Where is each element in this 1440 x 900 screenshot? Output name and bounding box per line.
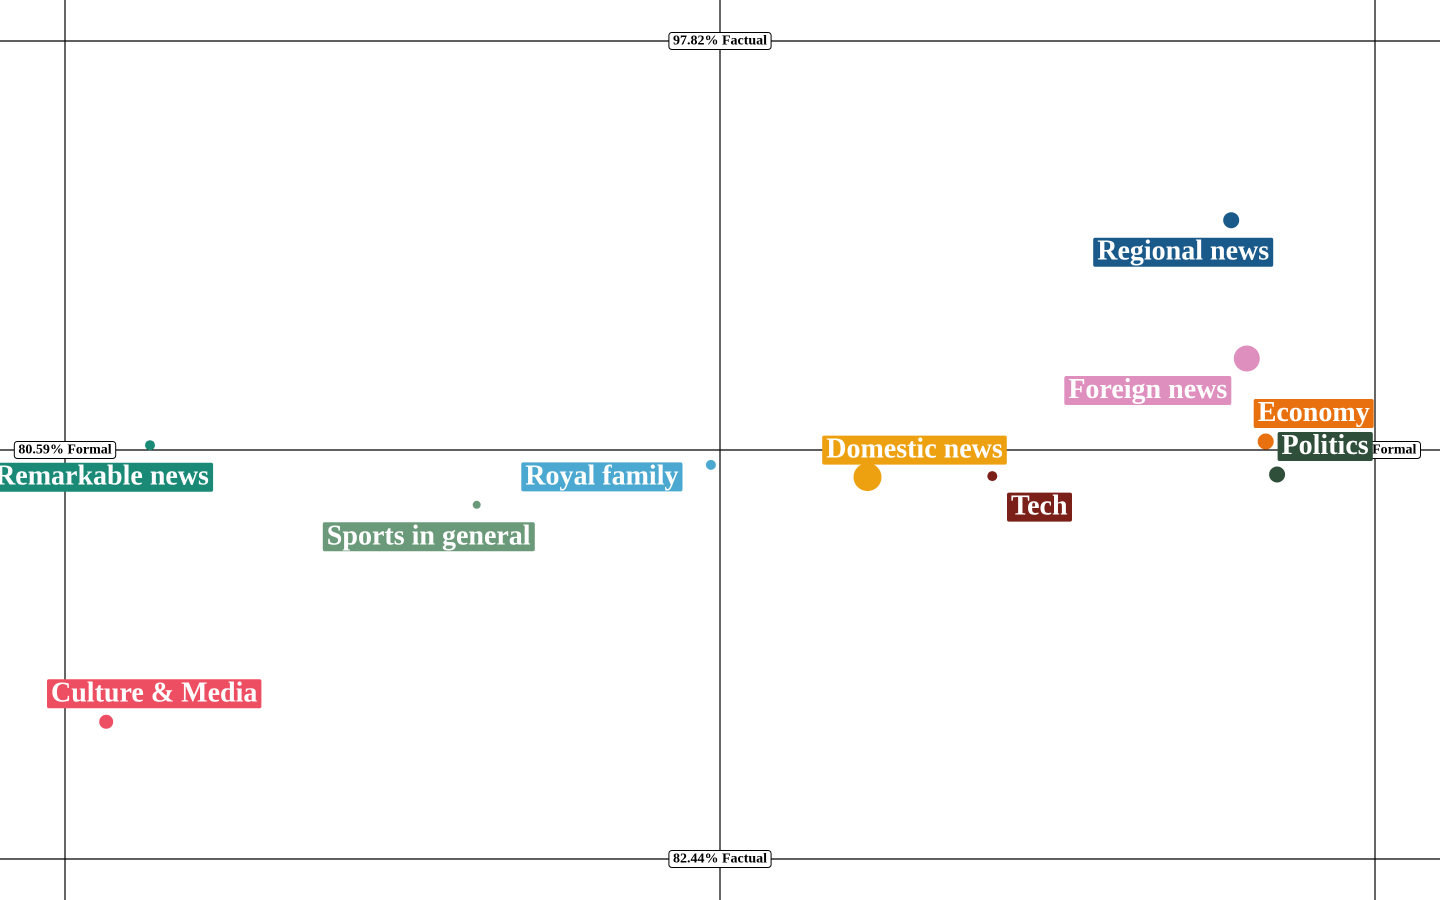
x-min-extent-label: 80.59% Formal <box>13 441 117 459</box>
label-box-royal-family <box>521 462 683 492</box>
label-text-domestic-news: Domestic news <box>826 434 1003 465</box>
point-tech <box>987 471 998 482</box>
y-max-extent-label: 97.82% Factual <box>668 32 772 50</box>
point-royal-family <box>705 459 716 470</box>
point-economy <box>1257 433 1274 450</box>
label-text-sports-in-general: Sports in general <box>327 520 531 551</box>
y-min-extent-label: 82.44% Factual <box>668 850 772 868</box>
label-text-regional-news: Regional news <box>1097 236 1269 267</box>
point-culture-and-media <box>99 714 114 729</box>
label-remarkable-news: Remarkable news <box>0 461 214 492</box>
label-text-politics: Politics <box>1282 430 1369 461</box>
label-box-foreign-news <box>1064 376 1232 405</box>
label-box-remarkable-news <box>0 462 214 492</box>
point-sports-in-general <box>472 500 481 509</box>
x-min-extent-box <box>13 441 117 459</box>
point-remarkable-news <box>145 440 155 451</box>
label-royal-family: Royal family <box>521 460 683 492</box>
data-labels: Regional news Foreign news Economy Domestic… <box>0 236 1374 709</box>
data-points <box>99 212 1286 729</box>
label-box-regional-news <box>1093 237 1274 267</box>
label-politics: Politics <box>1277 430 1373 461</box>
label-box-tech <box>1007 492 1072 522</box>
point-foreign-news <box>1233 345 1260 372</box>
label-text-culture-and-media: Culture & Media <box>51 677 257 708</box>
label-sports-in-general: Sports in general <box>322 520 535 552</box>
label-text-royal-family: Royal family <box>525 460 678 491</box>
label-regional-news: Regional news <box>1093 236 1274 267</box>
label-economy: Economy <box>1253 397 1374 428</box>
label-text-foreign-news: Foreign news <box>1068 374 1227 405</box>
point-domestic-news <box>853 463 882 492</box>
point-politics <box>1269 466 1286 483</box>
label-culture-and-media: Culture & Media <box>47 677 262 709</box>
label-text-economy: Economy <box>1258 397 1370 428</box>
label-domestic-news: Domestic news <box>822 434 1007 465</box>
label-box-politics <box>1277 432 1373 461</box>
label-box-economy <box>1253 399 1374 428</box>
point-regional-news <box>1223 212 1240 229</box>
y-min-extent-text: 82.44% Factual <box>673 852 767 867</box>
label-text-tech: Tech <box>1011 491 1068 522</box>
label-text-remarkable-news: Remarkable news <box>0 461 209 492</box>
label-foreign-news: Foreign news <box>1064 374 1232 405</box>
label-box-culture-and-media <box>47 679 262 709</box>
y-max-extent-box <box>668 32 772 50</box>
y-max-extent-text: 97.82% Factual <box>673 34 767 49</box>
y-min-extent-box <box>668 850 772 868</box>
label-tech: Tech <box>1007 491 1072 522</box>
x-min-extent-text: 80.59% Formal <box>18 443 111 458</box>
label-box-domestic-news <box>822 435 1007 465</box>
label-box-sports-in-general <box>322 522 535 552</box>
